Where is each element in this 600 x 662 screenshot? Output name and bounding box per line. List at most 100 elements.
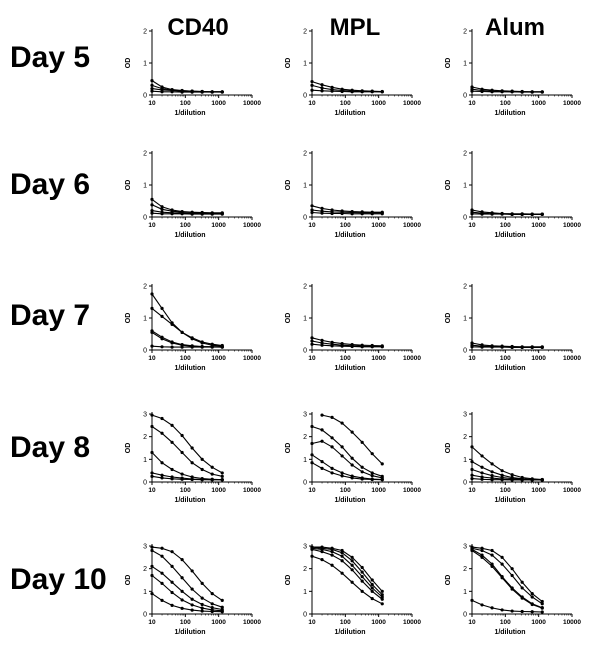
data-point — [480, 603, 484, 607]
data-point — [340, 344, 344, 348]
data-point — [150, 564, 154, 569]
x-axis-label: 1/dilution — [334, 232, 365, 239]
data-point — [490, 548, 494, 553]
data-point — [190, 587, 194, 591]
data-point — [380, 602, 384, 606]
data-point — [200, 478, 204, 482]
data-point — [480, 471, 484, 475]
data-point — [470, 598, 474, 603]
data-point — [520, 90, 524, 94]
data-point — [340, 454, 344, 458]
column-header-cd40: CD40 — [167, 14, 229, 41]
y-tick-label: 1 — [463, 457, 467, 464]
data-point — [330, 415, 334, 419]
x-tick-label: 100 — [500, 100, 511, 107]
data-point — [170, 212, 174, 216]
data-point — [170, 477, 174, 481]
data-point — [500, 555, 504, 559]
x-tick-label: 100 — [500, 619, 511, 626]
data-point — [350, 568, 354, 572]
data-point — [500, 478, 504, 482]
y-axis-label: OD — [445, 575, 452, 586]
data-point — [170, 603, 174, 607]
y-tick-label: 1 — [143, 589, 147, 596]
data-point — [200, 90, 204, 94]
data-point — [480, 546, 484, 550]
data-point — [200, 596, 204, 600]
x-tick-label: 1000 — [371, 355, 386, 362]
y-tick-label: 2 — [143, 284, 147, 291]
data-point — [150, 203, 154, 207]
data-point — [360, 470, 364, 474]
y-tick-label: 2 — [463, 566, 467, 573]
series-line — [311, 547, 383, 598]
data-point — [380, 597, 384, 601]
data-point — [150, 573, 154, 578]
data-point — [470, 477, 474, 481]
x-tick-label: 1000 — [531, 487, 546, 494]
data-point — [160, 473, 164, 477]
data-point — [380, 462, 384, 466]
series-line — [471, 599, 543, 613]
data-point — [170, 423, 174, 427]
data-point — [220, 598, 224, 603]
data-point — [480, 465, 484, 469]
data-point — [510, 473, 514, 477]
data-point — [310, 453, 314, 457]
y-tick-label: 0 — [463, 480, 467, 487]
data-point — [530, 478, 534, 482]
y-tick-label: 1 — [463, 183, 467, 190]
panel-day-5-mpl: 0 1 2 10 100 1000 10000 1/dilution OD — [285, 29, 421, 118]
y-tick-label: 2 — [303, 566, 307, 573]
series-line — [471, 446, 543, 481]
data-point — [330, 85, 334, 89]
data-point — [530, 602, 534, 607]
data-point — [510, 90, 514, 94]
data-point — [180, 598, 184, 602]
data-point — [150, 197, 154, 201]
x-tick-label: 1000 — [531, 619, 546, 626]
y-tick-label: 0 — [143, 348, 147, 355]
x-axis-label: 1/dilution — [174, 110, 205, 117]
data-point — [370, 452, 374, 456]
data-point — [220, 610, 224, 614]
series-line — [151, 90, 223, 93]
data-point — [360, 212, 364, 216]
data-point — [480, 477, 484, 481]
data-point — [510, 587, 514, 591]
y-tick-label: 0 — [463, 612, 467, 619]
data-point — [160, 207, 164, 211]
data-point — [360, 565, 364, 570]
data-point — [480, 89, 484, 94]
data-point — [340, 554, 344, 558]
data-point — [320, 89, 324, 93]
data-point — [150, 471, 154, 475]
data-point — [380, 593, 384, 597]
data-point — [340, 471, 344, 475]
data-point — [180, 576, 184, 580]
data-point — [330, 553, 334, 557]
x-axis-label: 1/dilution — [334, 365, 365, 372]
series-line — [151, 345, 223, 348]
row-label-day-5: Day 5 — [10, 41, 91, 74]
x-tick-label: 1000 — [211, 487, 226, 494]
data-point — [330, 550, 334, 554]
data-point — [520, 212, 524, 217]
data-point — [540, 212, 544, 217]
x-tick-label: 10 — [468, 487, 476, 494]
data-point — [200, 606, 204, 610]
data-point — [310, 204, 314, 208]
y-axis-label: OD — [445, 313, 452, 324]
x-tick-label: 100 — [180, 619, 191, 626]
data-point — [360, 90, 364, 94]
x-tick-label: 10000 — [403, 355, 421, 362]
x-axis-label: 1/dilution — [174, 629, 205, 636]
series-line — [311, 89, 383, 93]
y-axis-label: OD — [285, 58, 292, 69]
y-tick-label: 2 — [143, 566, 147, 573]
data-point — [190, 336, 194, 340]
data-point — [370, 578, 374, 582]
x-axis-label: 1/dilution — [334, 497, 365, 504]
data-point — [350, 476, 354, 480]
data-point — [200, 457, 204, 461]
